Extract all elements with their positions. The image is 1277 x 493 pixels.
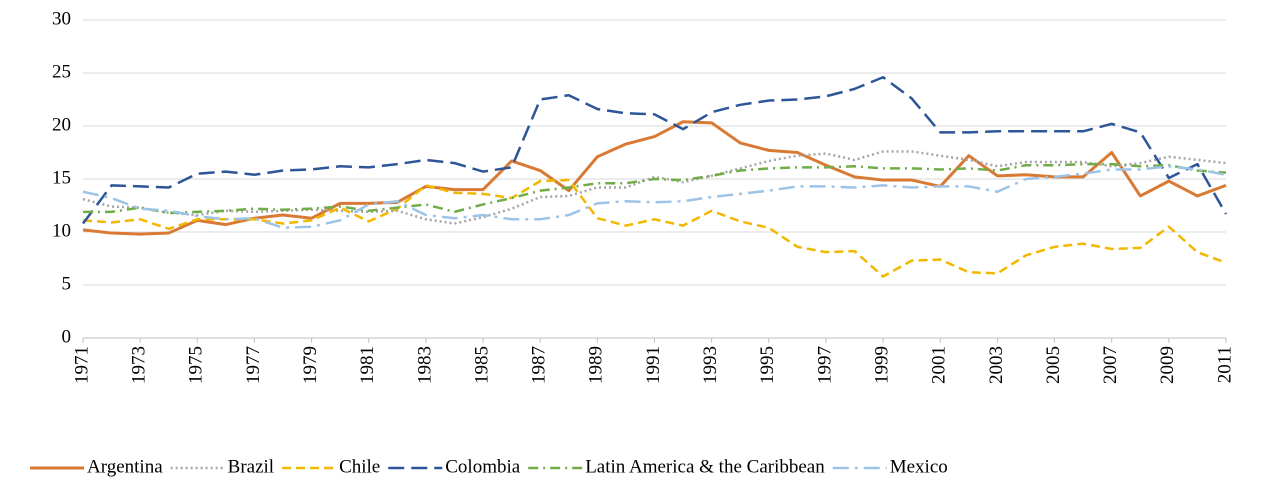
x-tick-label: 1989: [586, 346, 607, 384]
series-line: [81, 75, 1228, 225]
x-tick-label: 1977: [243, 346, 264, 384]
x-tick-label: 1983: [414, 346, 435, 384]
series-line: [83, 162, 1227, 215]
x-tick-label: 1971: [71, 346, 92, 384]
y-tick-label: 25: [52, 61, 71, 82]
legend-label: Latin America & the Caribbean: [585, 456, 825, 477]
series-line: [82, 150, 1227, 225]
legend-label: Colombia: [445, 456, 521, 477]
y-tick-label: 5: [62, 273, 72, 294]
x-tick-label: 2003: [986, 346, 1007, 384]
x-tick-label: 1993: [700, 346, 721, 384]
x-tick-label: 1975: [186, 346, 207, 384]
legend-label: Mexico: [890, 456, 948, 477]
series-line: [82, 120, 1227, 236]
x-tick-label: 1995: [757, 346, 778, 384]
x-tick-label: 1979: [300, 346, 321, 384]
x-tick-label: 2011: [1214, 346, 1235, 383]
x-tick-label: 1987: [529, 346, 550, 384]
y-tick-label: 10: [52, 220, 71, 241]
x-tick-label: 1997: [814, 346, 835, 384]
x-tick-label: 1999: [871, 346, 892, 384]
x-tick-label: 2005: [1043, 346, 1064, 384]
x-tick-label: 2007: [1100, 346, 1121, 384]
x-tick-label: 1991: [643, 346, 664, 384]
legend-label: Chile: [339, 456, 380, 477]
legend-label: Brazil: [228, 456, 274, 477]
y-tick-label: 30: [52, 8, 71, 29]
x-tick-label: 1985: [471, 346, 492, 384]
series-line: [82, 178, 1227, 278]
series-line: [82, 165, 1227, 230]
x-tick-label: 1973: [129, 346, 150, 384]
x-tick-label: 1981: [357, 346, 378, 384]
legend-label: Argentina: [87, 456, 163, 477]
x-tick-label: 2001: [929, 346, 950, 384]
x-tick-label: 2009: [1157, 346, 1178, 384]
y-tick-label: 0: [62, 326, 72, 347]
y-tick-label: 15: [52, 167, 71, 188]
y-tick-label: 20: [52, 114, 71, 135]
